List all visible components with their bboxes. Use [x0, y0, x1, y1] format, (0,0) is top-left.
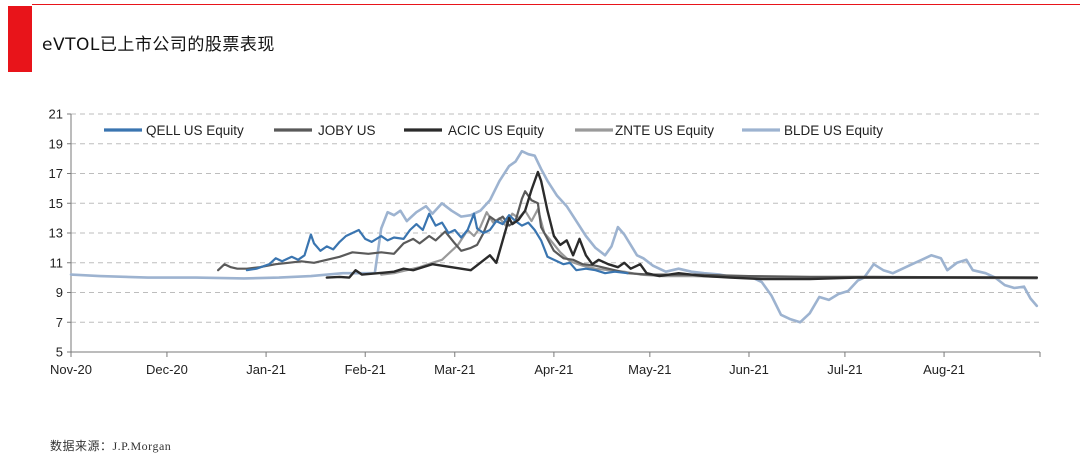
source-note: 数据来源：J.P.Morgan — [50, 439, 172, 453]
y-tick-label: 17 — [49, 166, 63, 181]
series-line-znte — [380, 208, 1038, 280]
legend-label-qell: QELL US Equity — [146, 123, 244, 138]
x-tick-label: Jul-21 — [827, 362, 862, 377]
y-tick-label: 19 — [49, 136, 63, 151]
page-title: eVTOL已上市公司的股票表现 — [42, 35, 275, 55]
x-tick-label: Nov-20 — [50, 362, 92, 377]
y-tick-label: 7 — [56, 315, 63, 330]
x-tick-label: May-21 — [628, 362, 671, 377]
series-line-joby — [217, 190, 1038, 279]
x-tick-label: Feb-21 — [345, 362, 386, 377]
series-line-qell — [245, 212, 629, 275]
y-tick-label: 5 — [56, 345, 63, 360]
legend-label-znte: ZNTE US Equity — [615, 123, 714, 138]
y-tick-label: 11 — [50, 255, 64, 270]
x-tick-label: Jan-21 — [246, 362, 286, 377]
legend-label-acic: ACIC US Equity — [448, 123, 544, 138]
x-tick-label: Aug-21 — [923, 362, 965, 377]
series-line-blde — [69, 149, 1039, 324]
y-tick-label: 13 — [49, 226, 63, 241]
legend-label-blde: BLDE US Equity — [784, 123, 883, 138]
y-tick-label: 21 — [49, 107, 63, 122]
legend-label-joby: JOBY US — [318, 123, 376, 138]
x-tick-label: Mar-21 — [434, 362, 475, 377]
x-tick-label: Dec-20 — [146, 362, 188, 377]
series-line-acic — [325, 170, 1038, 281]
y-tick-label: 15 — [49, 196, 63, 211]
x-tick-label: Jun-21 — [729, 362, 769, 377]
y-tick-label: 9 — [56, 285, 63, 300]
x-tick-label: Apr-21 — [534, 362, 573, 377]
title-accent-bar — [8, 6, 32, 72]
top-rule — [32, 4, 1080, 5]
